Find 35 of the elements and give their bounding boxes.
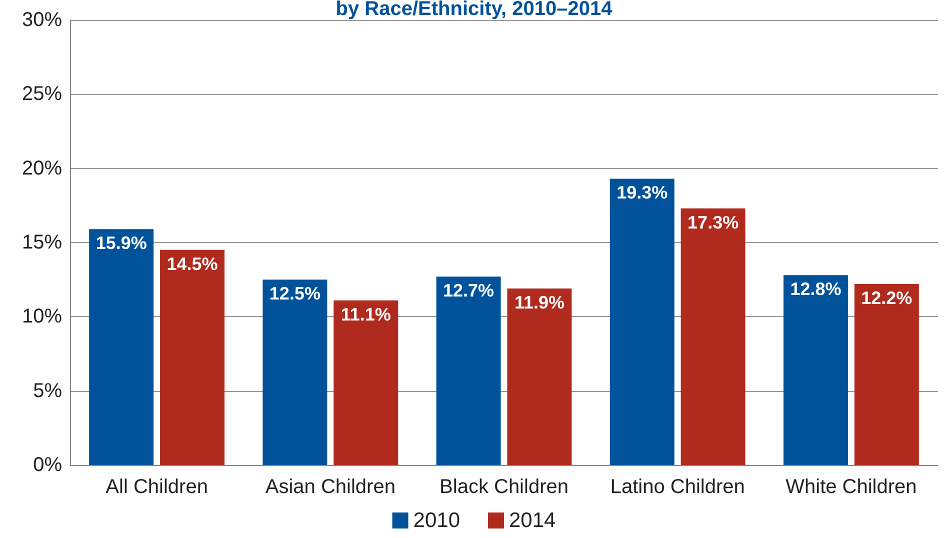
y-tick-label: 20% [22, 157, 62, 180]
x-tick-label: Black Children [440, 476, 568, 498]
y-tick-label: 30% [22, 9, 62, 31]
data-label: 11.1% [340, 304, 391, 324]
y-tick-label: 25% [22, 83, 62, 106]
bar [507, 288, 572, 465]
data-label: 17.3% [688, 212, 739, 232]
bar [854, 284, 919, 465]
legend-label: 2014 [509, 509, 556, 532]
bar [783, 275, 848, 465]
chart-title: by Race/Ethnicity, 2010–2014 [336, 0, 614, 20]
data-label: 12.7% [443, 280, 494, 301]
data-label: 12.5% [269, 284, 320, 304]
legend-label: 2010 [413, 509, 460, 532]
y-tick-label: 5% [33, 380, 62, 402]
bar [610, 178, 674, 465]
bar [334, 300, 398, 465]
x-tick-label: Asian Children [265, 476, 396, 498]
y-tick-label: 0% [33, 454, 62, 476]
data-label: 12.2% [861, 288, 912, 308]
data-label: 12.8% [790, 279, 842, 300]
data-label: 11.9% [514, 292, 564, 312]
data-label: 19.3% [616, 182, 668, 203]
bar [680, 208, 746, 465]
x-tick-label: Latino Children [610, 476, 745, 498]
data-label: 15.9% [96, 233, 147, 254]
data-label: 14.5% [166, 254, 218, 274]
y-tick-label: 10% [22, 306, 62, 328]
bar [262, 280, 328, 465]
y-tick-label: 15% [22, 232, 62, 254]
bar [160, 250, 225, 465]
bar [89, 229, 154, 465]
x-tick-label: White Children [786, 476, 917, 498]
x-tick-label: All Children [106, 476, 208, 498]
bar [436, 276, 501, 465]
